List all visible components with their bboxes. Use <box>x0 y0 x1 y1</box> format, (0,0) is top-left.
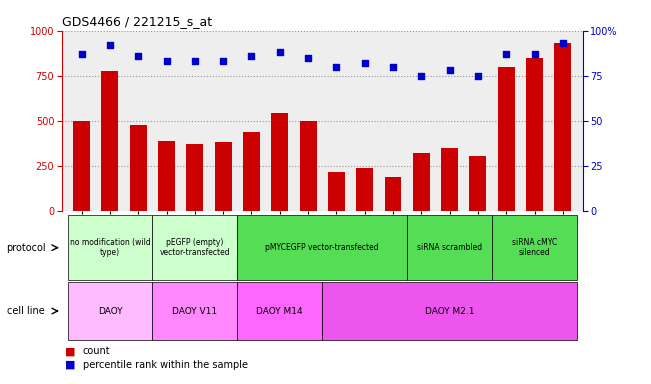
Bar <box>328 172 345 211</box>
Text: pMYCEGFP vector-transfected: pMYCEGFP vector-transfected <box>266 243 379 252</box>
Bar <box>526 58 543 211</box>
Point <box>359 60 370 66</box>
Point <box>388 64 398 70</box>
Point <box>416 73 426 79</box>
Bar <box>186 144 203 211</box>
Point <box>189 58 200 65</box>
Point <box>529 51 540 57</box>
Bar <box>152 215 238 280</box>
Bar <box>356 168 373 211</box>
Bar <box>492 215 577 280</box>
Point <box>218 58 229 65</box>
Text: siRNA scrambled: siRNA scrambled <box>417 243 482 252</box>
Point <box>275 49 285 55</box>
Bar <box>215 142 232 211</box>
Text: DAOY M2.1: DAOY M2.1 <box>425 306 475 316</box>
Text: pEGFP (empty)
vector-transfected: pEGFP (empty) vector-transfected <box>159 238 230 257</box>
Point <box>331 64 342 70</box>
Text: ■: ■ <box>65 346 76 356</box>
Bar <box>238 215 407 280</box>
Point <box>246 53 256 59</box>
Point <box>105 42 115 48</box>
Text: cell line: cell line <box>7 306 44 316</box>
Bar <box>322 282 577 340</box>
Bar <box>238 282 322 340</box>
Bar <box>555 43 572 211</box>
Text: GDS4466 / 221215_s_at: GDS4466 / 221215_s_at <box>62 15 212 28</box>
Bar <box>407 215 492 280</box>
Point <box>445 67 455 73</box>
Text: no modification (wild
type): no modification (wild type) <box>70 238 150 257</box>
Point <box>161 58 172 65</box>
Bar <box>152 282 238 340</box>
Text: protocol: protocol <box>7 243 46 253</box>
Bar <box>243 132 260 211</box>
Bar <box>73 121 90 211</box>
Point <box>133 53 143 59</box>
Text: DAOY M14: DAOY M14 <box>256 306 303 316</box>
Bar <box>299 121 316 211</box>
Text: DAOY: DAOY <box>98 306 122 316</box>
Bar <box>413 154 430 211</box>
Bar <box>158 141 175 211</box>
Text: siRNA cMYC
silenced: siRNA cMYC silenced <box>512 238 557 257</box>
Text: DAOY V11: DAOY V11 <box>173 306 217 316</box>
Bar <box>130 124 146 211</box>
Text: count: count <box>83 346 110 356</box>
Point <box>303 55 313 61</box>
Bar <box>498 67 515 211</box>
Bar <box>271 113 288 211</box>
Bar <box>441 148 458 211</box>
Bar <box>102 71 118 211</box>
Bar <box>385 177 402 211</box>
Point <box>76 51 87 57</box>
Point <box>473 73 483 79</box>
Bar <box>68 215 152 280</box>
Bar <box>68 282 152 340</box>
Point <box>501 51 512 57</box>
Text: percentile rank within the sample: percentile rank within the sample <box>83 360 247 370</box>
Bar <box>469 156 486 211</box>
Point <box>558 40 568 46</box>
Text: ■: ■ <box>65 360 76 370</box>
